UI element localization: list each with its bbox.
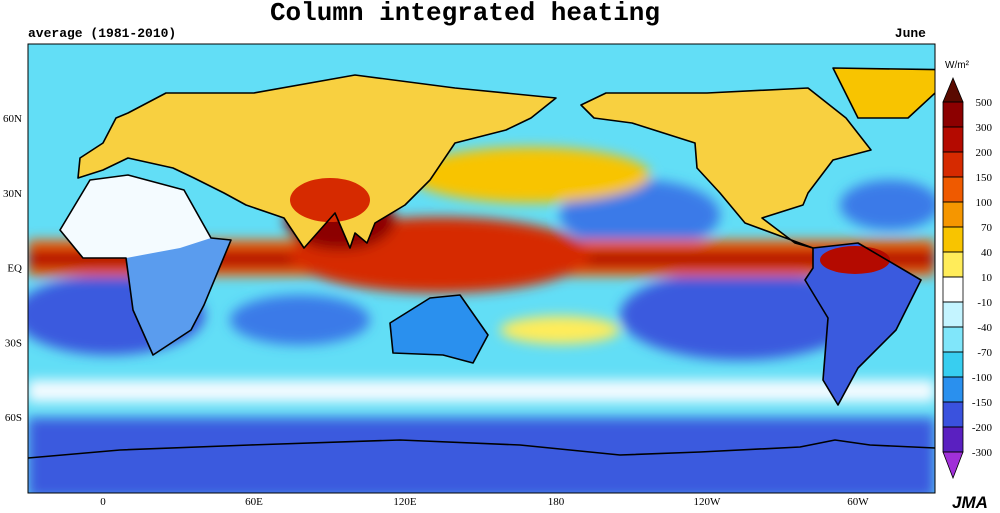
colorbar-cap — [942, 451, 964, 480]
map-frame — [27, 43, 936, 494]
colorbar-label: -100 — [972, 372, 993, 384]
colorbar-bin — [942, 301, 964, 328]
colorbar-bin — [942, 351, 964, 378]
lon-label: 120W — [694, 496, 722, 508]
month: June — [895, 26, 926, 41]
lon-label: 60E — [245, 496, 263, 508]
colorbar-cap — [942, 76, 964, 103]
colorbar-bin — [942, 401, 964, 428]
lon-label: 180 — [548, 496, 565, 508]
title: Column integrated heating — [270, 0, 660, 28]
colorbar-label: -300 — [972, 447, 993, 459]
colorbar-label: -40 — [977, 322, 992, 334]
colorbar-bin — [942, 251, 964, 278]
period: average (1981-2010) — [28, 26, 176, 41]
colorbar-bin — [942, 176, 964, 203]
colorbar-bin — [942, 126, 964, 153]
colorbar-label: -200 — [972, 422, 993, 434]
colorbar-label: 200 — [976, 147, 993, 159]
colorbar-bin — [942, 101, 964, 128]
lon-label: 60W — [847, 496, 869, 508]
map — [28, 44, 935, 493]
colorbar-bin — [942, 376, 964, 403]
colorbar-bin — [942, 201, 964, 228]
colorbar-bin — [942, 151, 964, 178]
colorbar-label: 10 — [981, 272, 993, 284]
colorbar-label: 100 — [976, 197, 993, 209]
lat-label: EQ — [7, 263, 22, 275]
lon-label: 0 — [100, 496, 106, 508]
lat-label: 60N — [3, 113, 22, 125]
colorbar-label: 40 — [981, 247, 993, 259]
lon-label: 120E — [393, 496, 417, 508]
land — [60, 68, 935, 405]
colorbar-label: 500 — [976, 97, 993, 109]
colorbar-bin — [942, 276, 964, 303]
lat-label: 60S — [5, 412, 22, 424]
colorbar-label: -150 — [972, 397, 993, 409]
colorbar-bin — [942, 226, 964, 253]
colorbar-label: -70 — [977, 347, 992, 359]
colorbar-unit: W/m² — [945, 60, 970, 71]
lat-label: 30S — [5, 337, 22, 349]
colorbar-label: 150 — [976, 172, 993, 184]
credit: JMA — [952, 493, 988, 512]
colorbar-label: 70 — [981, 222, 993, 234]
coastlines — [28, 67, 935, 459]
colorbar-label: 300 — [976, 122, 993, 134]
colorbar-bin — [942, 426, 964, 453]
colorbar-bin — [942, 326, 964, 353]
colorbar-label: -10 — [977, 297, 992, 309]
lat-label: 30N — [3, 188, 22, 200]
